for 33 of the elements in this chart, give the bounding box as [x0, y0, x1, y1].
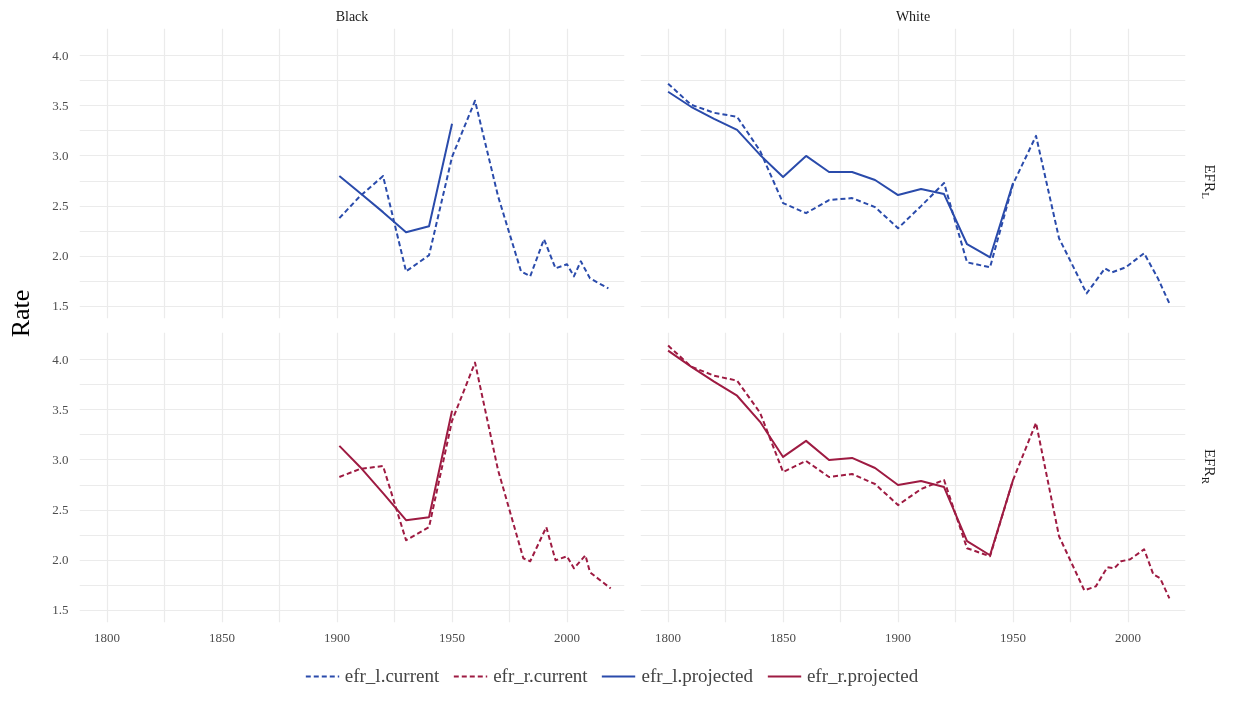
- x-tick-label: 1900: [324, 629, 351, 645]
- chart-title: White: [895, 8, 931, 24]
- x-tick-label: 1800: [655, 629, 682, 645]
- legend-label: efr_r.projected: [806, 665, 919, 687]
- legend-label: efr_l.current: [344, 665, 440, 687]
- y-tick-label: 3.0: [52, 147, 69, 163]
- y-tick-label: 2.5: [52, 502, 69, 518]
- y-axis-title: Rate: [6, 289, 36, 338]
- y-tick-label: 2.0: [52, 248, 69, 264]
- x-tick-label: 2000: [1115, 629, 1142, 645]
- x-tick-label: 1950: [1000, 629, 1027, 645]
- y-tick-label: 1.5: [52, 298, 69, 314]
- text: EFRR: [1199, 448, 1218, 485]
- x-tick-label: 2000: [554, 629, 581, 645]
- y-tick-label: 3.5: [52, 97, 69, 113]
- x-tick-label: 1900: [885, 629, 912, 645]
- y-tick-label: 1.5: [52, 602, 69, 618]
- y-tick-label: 2.0: [52, 552, 69, 568]
- x-tick-label: 1850: [770, 629, 797, 645]
- y-tick-label: 4.0: [52, 351, 69, 367]
- legend-label: efr_r.current: [493, 665, 588, 687]
- y-tick-label: 3.5: [52, 401, 69, 417]
- chart-title: Black: [335, 8, 369, 24]
- x-tick-label: 1850: [209, 629, 236, 645]
- text: EFRL: [1199, 164, 1218, 200]
- line-series: [338, 99, 610, 290]
- y-tick-label: 2.5: [52, 198, 69, 214]
- x-tick-label: 1800: [94, 629, 121, 645]
- legend-label: efr_l.projected: [641, 665, 753, 687]
- y-tick-label: 3.0: [52, 451, 69, 467]
- line-series: [338, 361, 612, 590]
- x-tick-label: 1950: [439, 629, 466, 645]
- y-tick-label: 4.0: [52, 47, 69, 63]
